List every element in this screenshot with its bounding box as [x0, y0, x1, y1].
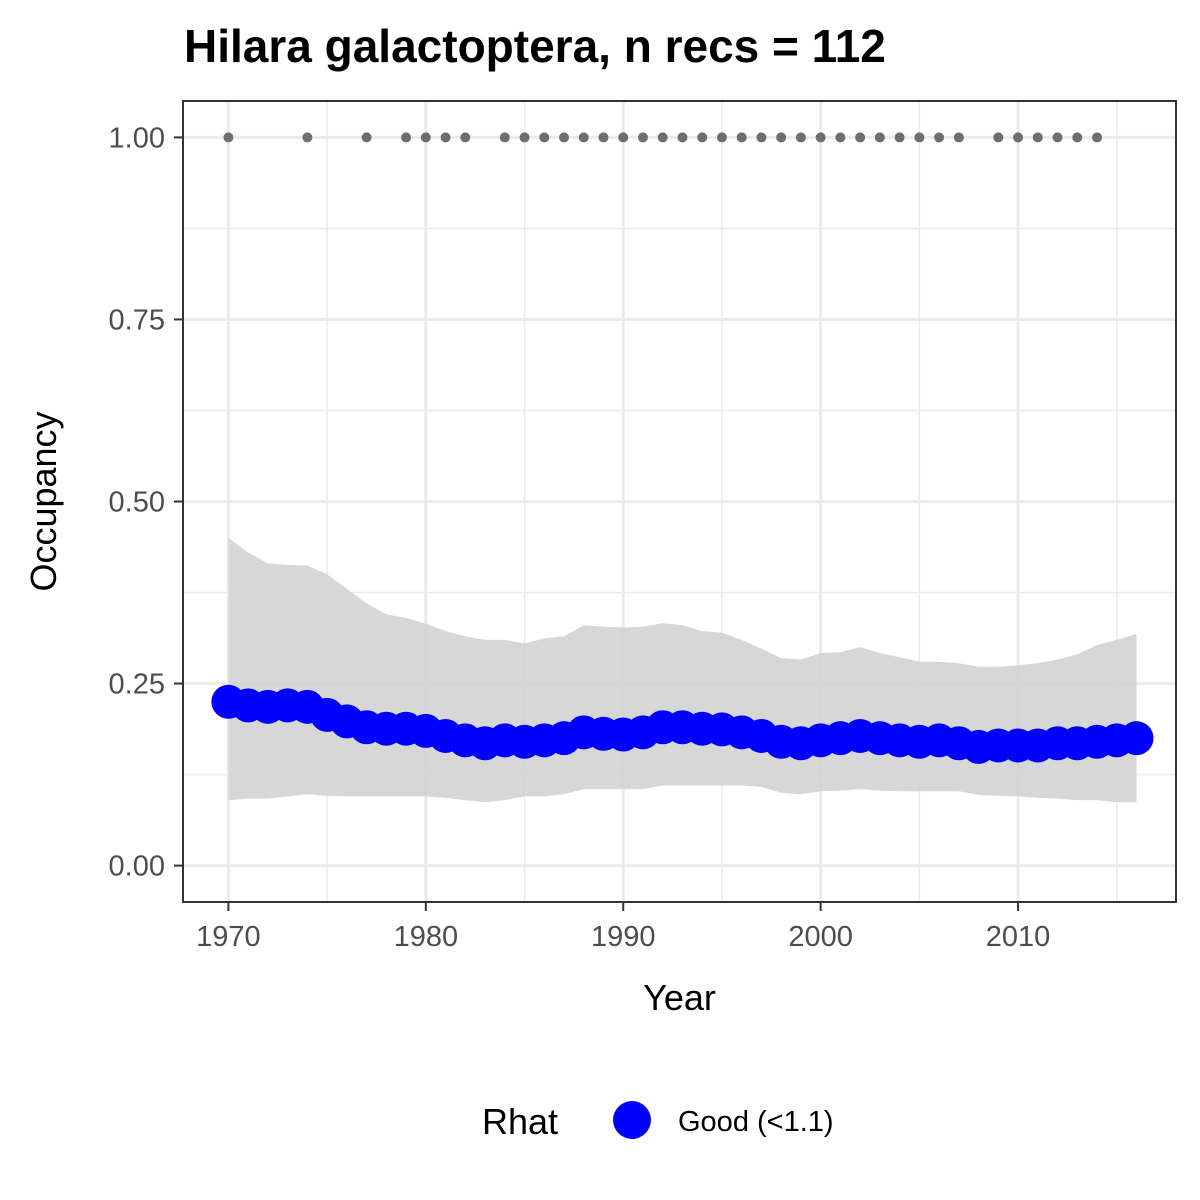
record-point — [697, 132, 708, 143]
y-tick-label: 1.00 — [109, 122, 165, 154]
record-point — [559, 132, 570, 143]
y-axis: 0.00 0.25 0.50 0.75 1.00 — [109, 122, 183, 883]
y-axis-title: Occupancy — [23, 411, 64, 591]
record-point — [993, 132, 1004, 143]
occupancy-point — [1119, 721, 1154, 756]
record-point — [578, 132, 589, 143]
x-tick-label: 1980 — [394, 921, 459, 953]
x-axis: 1970 1980 1990 2000 2010 — [196, 902, 1050, 953]
record-point — [677, 132, 688, 143]
record-point — [1013, 132, 1024, 143]
record-point — [598, 132, 609, 143]
record-point — [756, 132, 767, 143]
x-tick-label: 1990 — [591, 921, 656, 953]
x-axis-title: Year — [643, 977, 716, 1018]
record-point — [914, 132, 925, 143]
record-point — [1032, 132, 1043, 143]
y-tick-label: 0.00 — [109, 851, 165, 883]
record-point — [519, 132, 530, 143]
record-point — [1092, 132, 1103, 143]
record-point — [499, 132, 510, 143]
record-point — [302, 132, 313, 143]
record-point — [1072, 132, 1083, 143]
record-point — [1052, 132, 1063, 143]
records-layer — [223, 132, 1103, 143]
record-point — [401, 132, 412, 143]
y-tick-label: 0.25 — [109, 669, 165, 701]
record-point — [776, 132, 787, 143]
record-point — [420, 132, 431, 143]
record-point — [736, 132, 747, 143]
record-point — [795, 132, 806, 143]
record-point — [874, 132, 885, 143]
record-point — [835, 132, 846, 143]
record-point — [361, 132, 372, 143]
record-point — [934, 132, 945, 143]
x-tick-label: 2010 — [986, 921, 1051, 953]
record-point — [440, 132, 451, 143]
record-point — [815, 132, 826, 143]
y-tick-label: 0.50 — [109, 487, 165, 519]
credible-interval-ribbon — [228, 537, 1137, 803]
record-point — [953, 132, 964, 143]
legend-label-good: Good (<1.1) — [678, 1106, 834, 1138]
y-tick-label: 0.75 — [109, 304, 165, 336]
legend: Rhat Good (<1.1) — [482, 1101, 834, 1142]
chart-title: Hilara galactoptera, n recs = 112 — [184, 20, 886, 72]
record-point — [894, 132, 905, 143]
record-point — [223, 132, 234, 143]
record-point — [460, 132, 471, 143]
mean-points-layer — [211, 684, 1154, 764]
record-point — [539, 132, 550, 143]
record-point — [657, 132, 668, 143]
record-point — [637, 132, 648, 143]
record-point — [618, 132, 629, 143]
legend-key-good — [613, 1101, 651, 1139]
credible-interval-layer — [228, 537, 1137, 803]
record-point — [716, 132, 727, 143]
record-point — [855, 132, 866, 143]
x-tick-label: 1970 — [196, 921, 261, 953]
legend-title: Rhat — [482, 1101, 558, 1142]
x-tick-label: 2000 — [788, 921, 853, 953]
